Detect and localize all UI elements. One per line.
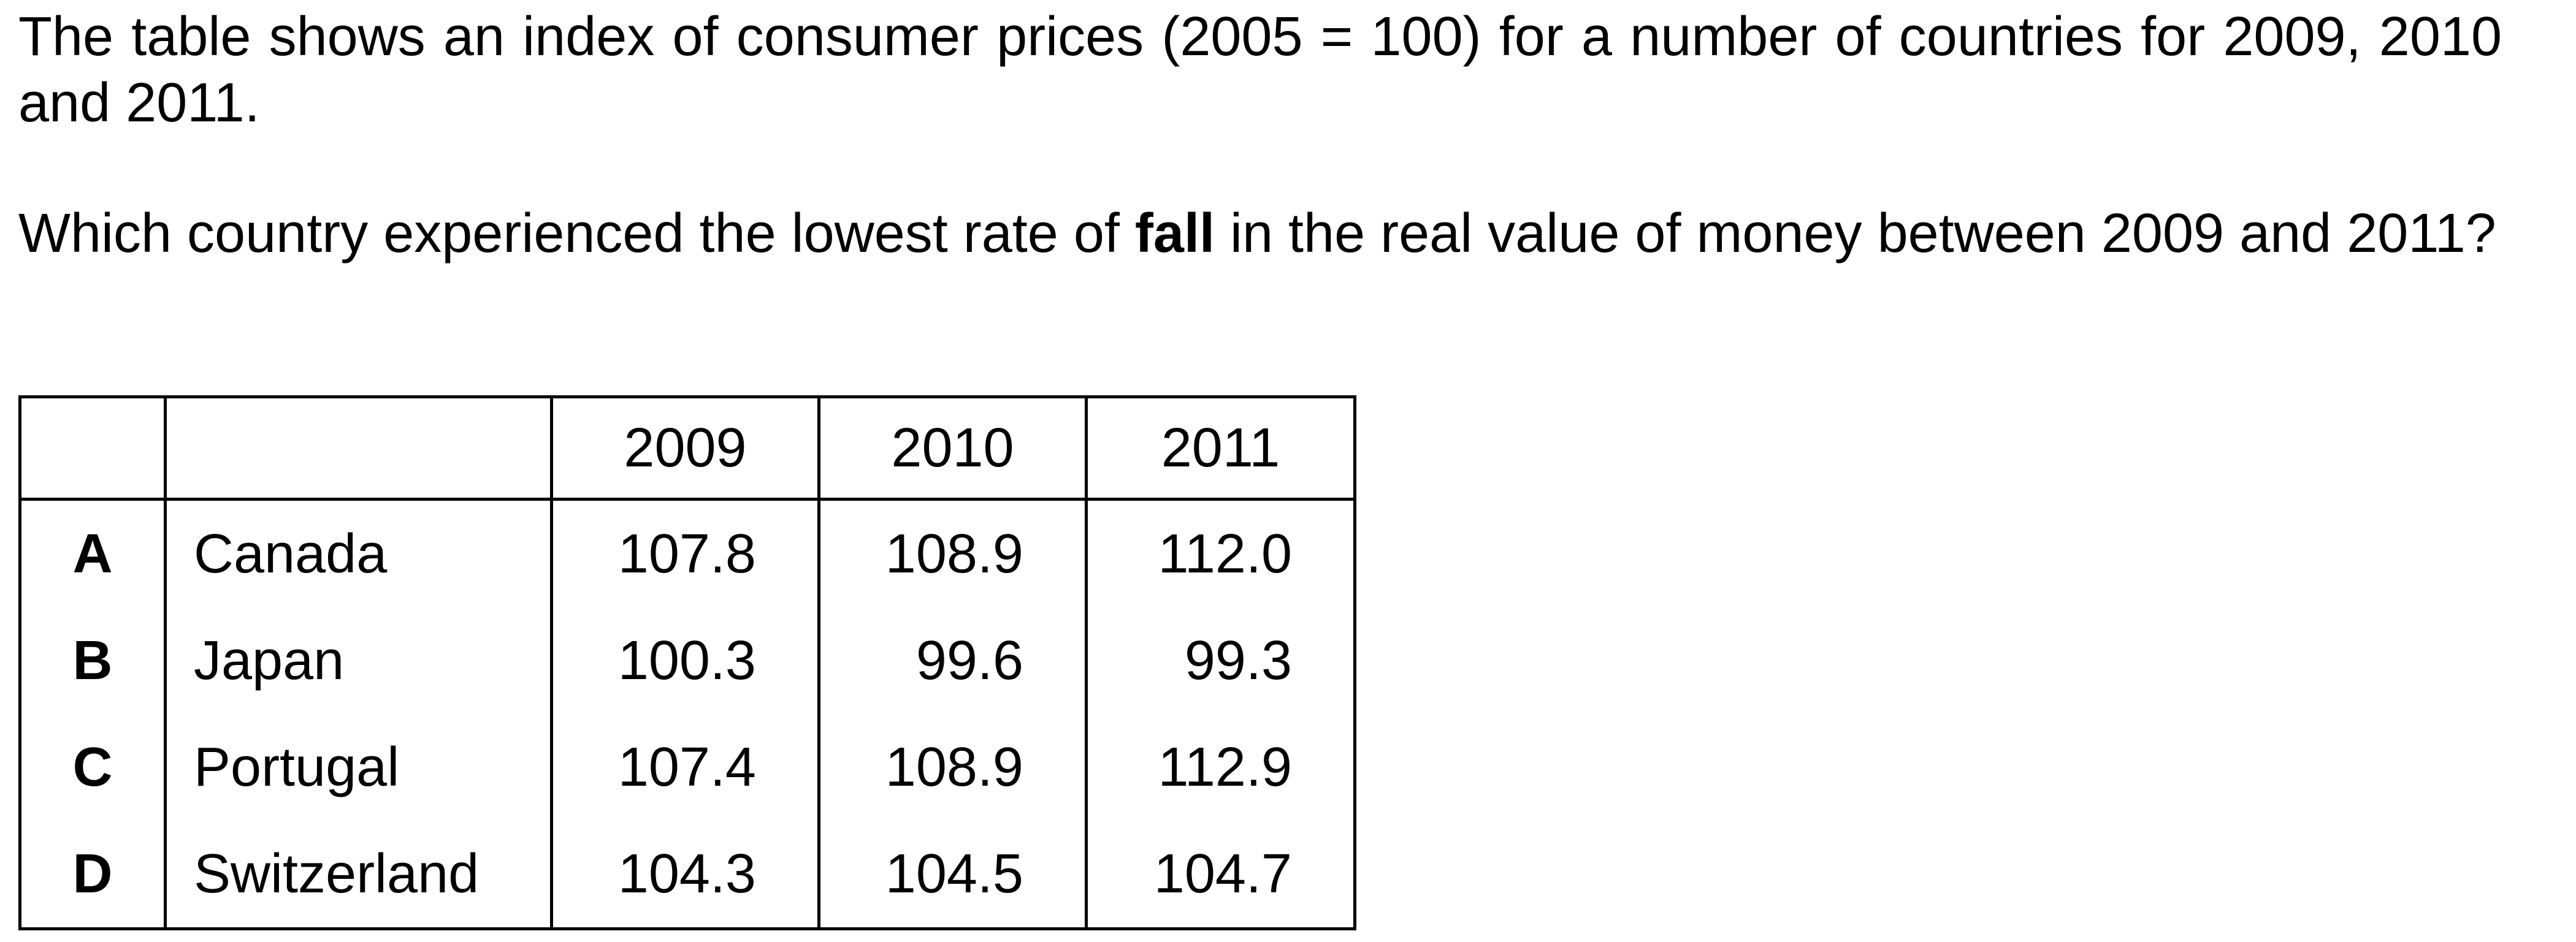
- price-index-table: 2009 2010 2011 A Canada 107.8 108.9 112.…: [18, 395, 1356, 930]
- question-text-start: Which country experienced the lowest rat…: [18, 203, 1135, 264]
- value-2009: 104.3: [550, 821, 820, 930]
- question-text-end: in the real value of money between 2009 …: [1214, 203, 2496, 264]
- question-emphasis: fall: [1134, 203, 1215, 264]
- table-row: A Canada 107.8 108.9 112.0: [18, 499, 1356, 607]
- intro-text: The table shows an index of consumer pri…: [18, 6, 2502, 134]
- option-letter: C: [18, 714, 167, 821]
- value-2010: 108.9: [817, 499, 1088, 607]
- value-2011: 104.7: [1085, 821, 1356, 930]
- header-year-2010: 2010: [817, 395, 1088, 501]
- value-2010: 108.9: [817, 714, 1088, 821]
- table-row: C Portugal 107.4 108.9 112.9: [18, 714, 1356, 821]
- value-2011: 112.9: [1085, 714, 1356, 821]
- value-2010: 99.6: [817, 607, 1088, 714]
- question-text: Which country experienced the lowest rat…: [18, 200, 2502, 267]
- header-year-2011: 2011: [1085, 395, 1356, 501]
- value-2011: 112.0: [1085, 499, 1356, 607]
- value-2010: 104.5: [817, 821, 1088, 930]
- country-name: Canada: [164, 499, 553, 607]
- value-2009: 107.4: [550, 714, 820, 821]
- header-empty-option: [18, 395, 167, 501]
- value-2011: 99.3: [1085, 607, 1356, 714]
- table-row: B Japan 100.3 99.6 99.3: [18, 607, 1356, 714]
- option-letter: D: [18, 821, 167, 930]
- country-name: Portugal: [164, 714, 553, 821]
- value-2009: 107.8: [550, 499, 820, 607]
- table-header-row: 2009 2010 2011: [18, 395, 1356, 501]
- country-name: Switzerland: [164, 821, 553, 930]
- country-name: Japan: [164, 607, 553, 714]
- header-empty-country: [164, 395, 553, 501]
- table-row: D Switzerland 104.3 104.5 104.7: [18, 821, 1356, 930]
- option-letter: A: [18, 499, 167, 607]
- option-letter: B: [18, 607, 167, 714]
- value-2009: 100.3: [550, 607, 820, 714]
- header-year-2009: 2009: [550, 395, 820, 501]
